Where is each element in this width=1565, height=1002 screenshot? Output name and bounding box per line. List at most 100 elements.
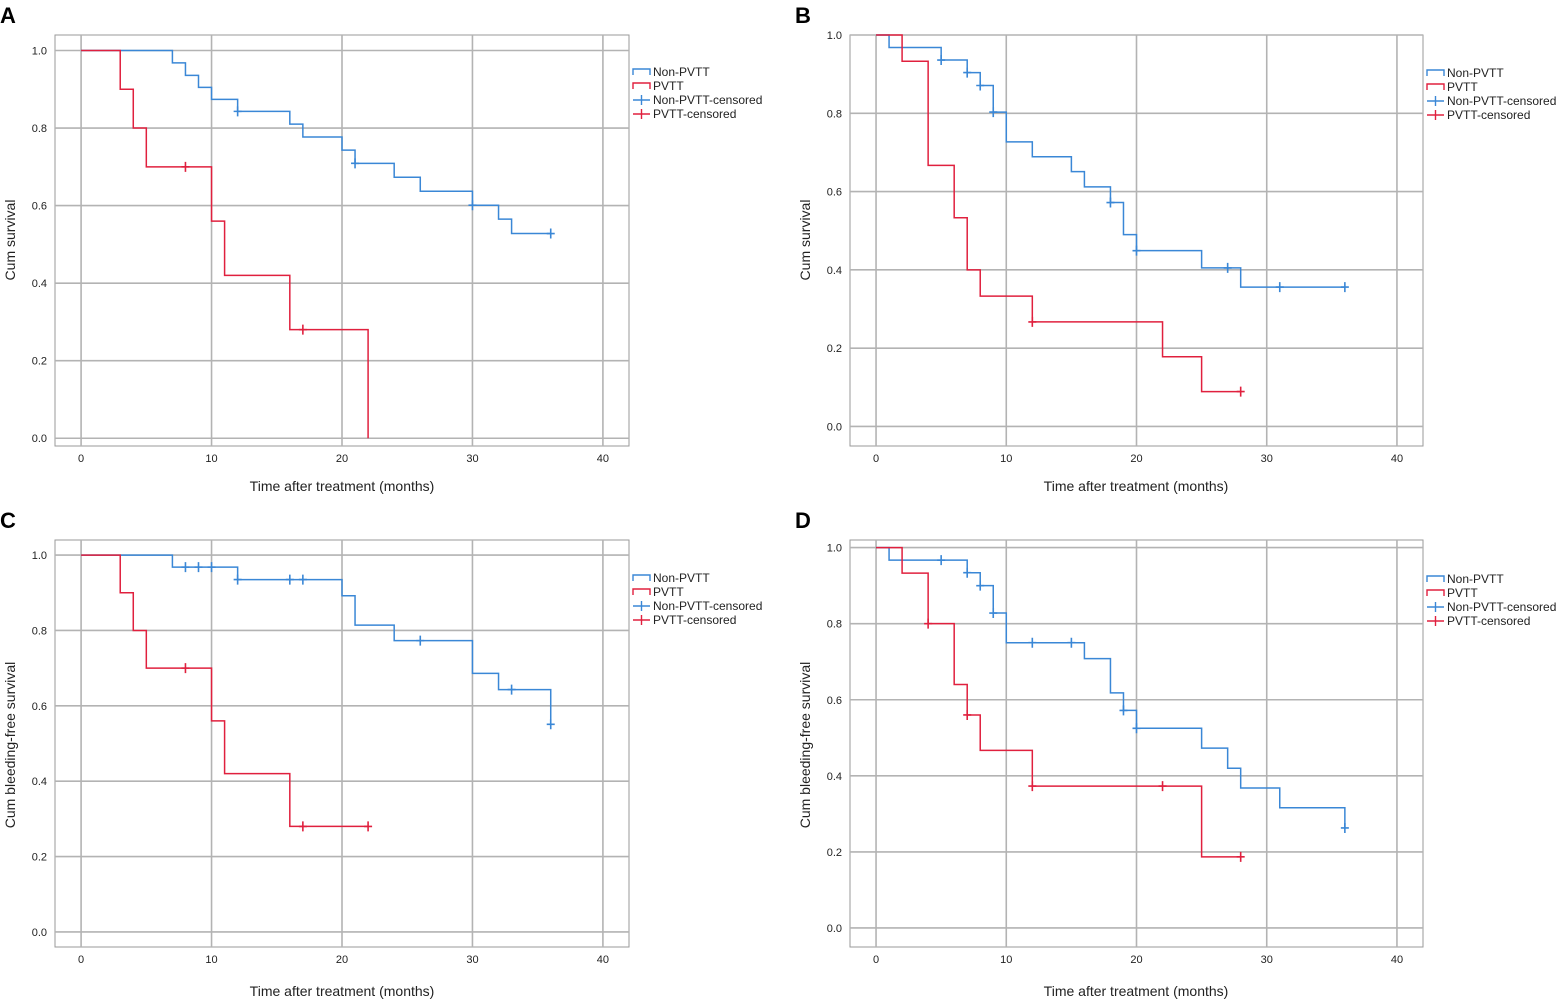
x-tick-label: 20 — [336, 954, 348, 966]
censor-mark-pvtt — [1236, 386, 1245, 397]
censor-mark-non-pvtt — [976, 580, 985, 591]
censor-mark-non-pvtt — [233, 106, 242, 117]
chart-panel-d: D 0 10 20 30 40 0.0 0.2 0.4 0.6 0.8 1.0 Time after t… — [795, 508, 1556, 999]
y-tick-label: 1.0 — [32, 46, 47, 58]
legend: Non-PVTTPVTTNon-PVTT-censoredPVTT-censor… — [1426, 66, 1556, 122]
censor-mark-non-pvtt — [351, 158, 360, 169]
chart-panel-a: A 0 10 20 30 40 0.0 0.2 0.4 0.6 0.8 1.0 Time after t… — [0, 3, 762, 494]
censor-mark-non-pvtt — [207, 562, 216, 573]
censor-mark-non-pvtt — [416, 635, 425, 646]
y-tick-label: 0.4 — [32, 776, 47, 788]
chart-panel-c: C 0 10 20 30 40 0.0 0.2 0.4 0.6 0.8 1.0 Time after t… — [0, 508, 762, 999]
y-tick-label: 0.2 — [827, 343, 842, 355]
censor-mark-pvtt — [181, 663, 190, 674]
x-tick-label: 30 — [1261, 453, 1273, 465]
panel-letter: B — [795, 3, 811, 28]
censor-mark-non-pvtt — [963, 67, 972, 78]
legend-label: Non-PVTT — [1447, 572, 1504, 586]
x-tick-label: 40 — [597, 954, 609, 966]
x-tick-label: 0 — [873, 453, 879, 465]
legend-swatch-censored — [633, 601, 650, 611]
legend-swatch-censored — [1427, 96, 1444, 106]
legend-swatch-censored — [633, 95, 650, 105]
censor-mark-non-pvtt — [1106, 197, 1115, 208]
x-tick-label: 10 — [205, 954, 217, 966]
censor-mark-pvtt — [364, 821, 373, 832]
legend-swatch-step — [632, 574, 651, 581]
y-tick-label: 0.8 — [32, 123, 47, 135]
x-tick-label: 10 — [1000, 453, 1012, 465]
y-tick-label: 1.0 — [827, 543, 842, 555]
censor-mark-non-pvtt — [976, 80, 985, 91]
x-axis-label: Time after treatment (months) — [250, 478, 435, 494]
y-tick-label: 0.2 — [827, 847, 842, 859]
x-axis-label: Time after treatment (months) — [250, 983, 435, 999]
series-line-non-pvtt — [81, 554, 552, 725]
legend-label: Non-PVTT-censored — [1447, 600, 1556, 614]
x-tick-label: 10 — [205, 453, 217, 465]
censor-mark-pvtt — [181, 161, 190, 172]
y-tick-label: 0.4 — [827, 265, 842, 277]
series-line-pvtt — [81, 49, 369, 439]
y-tick-label: 0.0 — [32, 433, 47, 445]
legend-label: PVTT-censored — [1447, 108, 1530, 122]
y-tick-label: 1.0 — [827, 30, 842, 42]
censor-mark-non-pvtt — [1132, 723, 1141, 734]
x-tick-label: 30 — [1261, 954, 1273, 966]
censor-mark-non-pvtt — [468, 200, 477, 211]
censor-mark-non-pvtt — [298, 574, 307, 585]
legend: Non-PVTTPVTTNon-PVTT-censoredPVTT-censor… — [632, 65, 762, 121]
legend-swatch-step — [1426, 69, 1445, 76]
y-axis-label: Cum survival — [797, 200, 813, 281]
y-tick-label: 0.8 — [827, 619, 842, 631]
censor-mark-non-pvtt — [1132, 245, 1141, 256]
legend-label: PVTT — [1447, 586, 1478, 600]
y-tick-label: 1.0 — [32, 550, 47, 562]
censor-mark-non-pvtt — [1340, 822, 1349, 833]
x-tick-label: 10 — [1000, 954, 1012, 966]
legend-swatch-censored — [1427, 602, 1444, 612]
x-axis-label: Time after treatment (months) — [1044, 478, 1229, 494]
legend-swatch-censored — [633, 615, 650, 625]
censor-mark-non-pvtt — [233, 574, 242, 585]
censor-mark-non-pvtt — [1340, 282, 1349, 293]
series-line-non-pvtt — [876, 546, 1346, 828]
y-tick-label: 0.6 — [827, 695, 842, 707]
x-tick-label: 0 — [78, 453, 84, 465]
censor-mark-pvtt — [963, 709, 972, 720]
y-tick-label: 0.0 — [32, 927, 47, 939]
legend-swatch-step — [632, 68, 651, 75]
censor-mark-non-pvtt — [1119, 705, 1128, 716]
censor-mark-non-pvtt — [507, 684, 516, 695]
censor-mark-non-pvtt — [285, 574, 294, 585]
y-tick-label: 0.8 — [827, 108, 842, 120]
censor-mark-non-pvtt — [546, 719, 555, 730]
y-axis-label: Cum survival — [2, 200, 18, 281]
legend-label: Non-PVTT-censored — [1447, 94, 1556, 108]
x-tick-label: 20 — [1130, 453, 1142, 465]
legend-swatch-censored — [1427, 110, 1444, 120]
censor-mark-non-pvtt — [181, 562, 190, 573]
censor-mark-non-pvtt — [1223, 262, 1232, 273]
legend-label: PVTT — [1447, 80, 1478, 94]
x-tick-label: 0 — [78, 954, 84, 966]
legend: Non-PVTTPVTTNon-PVTT-censoredPVTT-censor… — [632, 571, 762, 627]
x-tick-label: 20 — [1130, 954, 1142, 966]
legend-label: Non-PVTT — [653, 65, 710, 79]
legend-swatch-step — [1426, 83, 1445, 90]
x-tick-label: 20 — [336, 453, 348, 465]
legend-label: PVTT-censored — [1447, 614, 1530, 628]
legend-label: Non-PVTT-censored — [653, 93, 762, 107]
y-axis-label: Cum bleeding-free survival — [797, 662, 813, 829]
panel-letter: C — [0, 508, 16, 533]
censor-mark-non-pvtt — [989, 107, 998, 118]
censor-mark-pvtt — [1236, 851, 1245, 862]
legend-label: Non-PVTT — [1447, 66, 1504, 80]
series-line-pvtt — [876, 34, 1241, 393]
y-tick-label: 0.6 — [827, 187, 842, 199]
censor-mark-non-pvtt — [937, 55, 946, 66]
y-tick-label: 0.2 — [32, 356, 47, 368]
y-axis-label: Cum bleeding-free survival — [2, 662, 18, 829]
series-line-pvtt — [81, 554, 369, 828]
